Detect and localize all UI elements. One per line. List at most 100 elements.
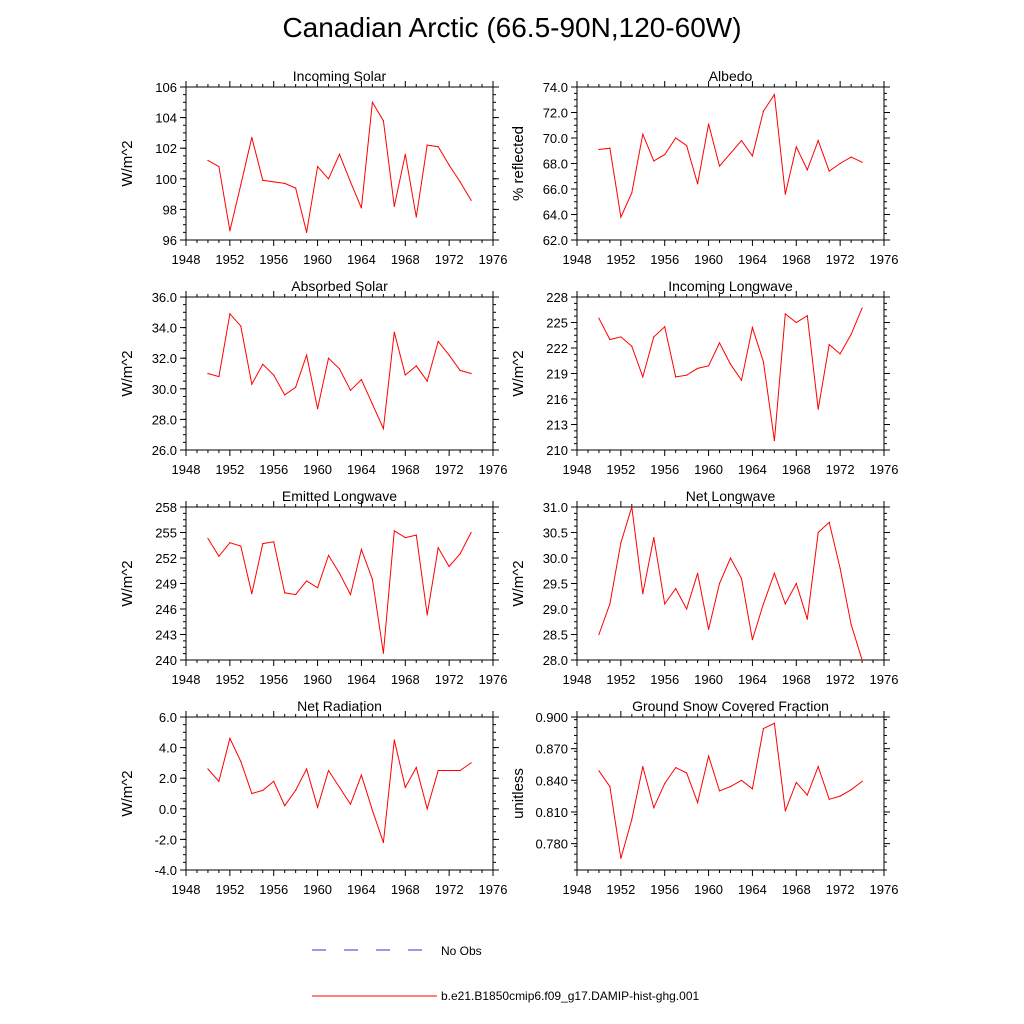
data-point xyxy=(218,555,220,557)
data-point xyxy=(729,363,732,365)
legend-obs-label: No Obs xyxy=(441,944,482,958)
data-point xyxy=(729,557,732,559)
data-point xyxy=(229,313,231,315)
data-point xyxy=(850,333,852,335)
x-tick-label: 1956 xyxy=(650,672,679,687)
data-point xyxy=(327,178,330,180)
data-point xyxy=(338,572,341,574)
y-tick-label: -2.0 xyxy=(155,832,177,847)
data-point xyxy=(251,792,253,795)
data-point xyxy=(697,801,699,804)
data-point xyxy=(229,737,231,740)
x-tick-label: 1964 xyxy=(347,462,376,477)
data-point xyxy=(740,577,743,580)
y-tick-label: 6.0 xyxy=(159,710,177,725)
y-tick-label: 96 xyxy=(163,233,177,248)
data-point xyxy=(284,394,286,396)
data-point xyxy=(839,353,841,355)
data-point xyxy=(664,603,666,605)
x-tick-label: 1968 xyxy=(782,252,811,267)
y-tick-label: 100 xyxy=(155,172,177,187)
y-tick-label: 0.870 xyxy=(535,742,568,757)
data-point xyxy=(784,313,786,315)
data-point xyxy=(251,593,253,595)
data-point xyxy=(273,780,275,782)
y-tick-label: 29.5 xyxy=(543,577,568,592)
y-tick-label: 104 xyxy=(155,111,177,126)
data-point xyxy=(806,169,808,171)
y-tick-label: 222 xyxy=(546,341,568,356)
data-point xyxy=(360,379,363,381)
x-tick-label: 1956 xyxy=(259,882,288,897)
x-tick-label: 1976 xyxy=(870,462,899,477)
data-point xyxy=(817,531,819,534)
panel-title: Net Radiation xyxy=(297,698,382,714)
data-point xyxy=(850,156,852,158)
data-point xyxy=(795,321,797,324)
x-tick-label: 1968 xyxy=(391,882,420,897)
data-point xyxy=(295,386,297,388)
data-point xyxy=(426,808,428,810)
data-point xyxy=(718,342,721,344)
data-point xyxy=(740,779,743,781)
data-point xyxy=(470,531,472,534)
y-axis-label: W/m^2 xyxy=(510,350,527,396)
x-tick-label: 1968 xyxy=(391,462,420,477)
data-point xyxy=(349,593,352,596)
y-axis-label: % reflected xyxy=(510,126,527,201)
x-tick-label: 1964 xyxy=(738,252,767,267)
panel-title: Absorbed Solar xyxy=(291,278,388,294)
data-point xyxy=(850,623,852,625)
data-point xyxy=(448,164,450,166)
y-tick-label: 74.0 xyxy=(543,80,568,95)
x-tick-label: 1972 xyxy=(826,672,855,687)
x-tick-label: 1960 xyxy=(694,672,723,687)
data-point xyxy=(675,376,677,378)
data-point xyxy=(675,137,677,139)
data-point xyxy=(426,380,428,382)
y-tick-label: -4.0 xyxy=(155,863,177,878)
x-tick-label: 1968 xyxy=(391,252,420,267)
data-point xyxy=(295,187,297,189)
data-point xyxy=(707,628,710,631)
y-tick-label: 98 xyxy=(163,202,177,217)
data-point xyxy=(371,809,373,811)
legend-model-label: b.e21.B1850cmip6.f09_g17.DAMIP-hist-ghg.… xyxy=(441,989,699,1003)
data-point xyxy=(207,537,209,540)
y-tick-label: 28.0 xyxy=(543,653,568,668)
data-point xyxy=(316,587,319,589)
panel-title: Net Longwave xyxy=(686,488,776,504)
x-tick-label: 1948 xyxy=(563,462,592,477)
data-point xyxy=(598,148,600,151)
panel-albedo: Albedo % reflected 1948 1952 1956 1960 1964 196… xyxy=(510,68,898,267)
data-point xyxy=(631,192,633,194)
y-tick-label: 106 xyxy=(155,80,177,95)
x-tick-label: 1968 xyxy=(782,462,811,477)
panel-absorbed-solar: Absorbed Solar W/m^2 1948 1952 1956 1960 1964 1… xyxy=(119,278,507,477)
x-tick-label: 1952 xyxy=(215,252,244,267)
data-point xyxy=(718,790,721,792)
y-axis-label: unitless xyxy=(510,768,527,819)
x-tick-label: 1964 xyxy=(738,672,767,687)
data-point xyxy=(393,530,395,532)
data-point xyxy=(448,354,450,356)
panel-incoming-longwave: Incoming Longwave W/m^2 1948 1952 1956 1960 19… xyxy=(510,278,898,477)
data-point xyxy=(817,139,819,142)
data-point xyxy=(642,133,644,135)
x-tick-label: 1956 xyxy=(259,462,288,477)
x-tick-label: 1956 xyxy=(650,462,679,477)
data-point xyxy=(631,818,633,820)
data-point xyxy=(393,205,395,207)
y-tick-label: 240 xyxy=(155,653,177,668)
data-point xyxy=(620,336,622,338)
data-point xyxy=(218,780,220,782)
y-tick-label: 26.0 xyxy=(152,443,177,458)
data-point xyxy=(609,147,611,149)
data-point xyxy=(262,363,264,365)
x-tick-label: 1972 xyxy=(826,882,855,897)
data-point xyxy=(404,153,406,155)
y-axis-label: W/m^2 xyxy=(119,140,136,186)
data-point xyxy=(751,327,754,329)
data-point xyxy=(861,307,863,309)
data-point xyxy=(839,567,841,569)
